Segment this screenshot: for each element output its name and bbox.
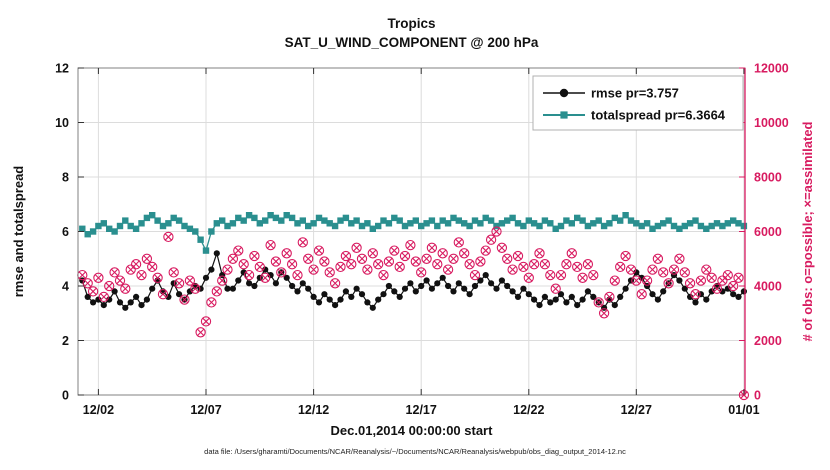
data-file-caption: data file: /Users/gharamti/Documents/NCA… (204, 447, 626, 456)
svg-text:01/01: 01/01 (728, 403, 759, 417)
svg-text:12/27: 12/27 (621, 403, 652, 417)
legend: rmse pr=3.757 totalspread pr=6.3664 (532, 75, 744, 131)
svg-text:10: 10 (55, 116, 69, 130)
y-tick-labels-right: 0 2000 4000 6000 8000 10000 12000 (754, 62, 789, 403)
y-tick-labels-left: 0 2 4 6 8 10 12 (55, 62, 69, 403)
x-tick-labels: 12/02 12/07 12/12 12/17 12/22 12/27 01/01 (83, 403, 760, 417)
title-line2: SAT_U_WIND_COMPONENT @ 200 hPa (284, 35, 539, 50)
legend-entry-totalspread: totalspread pr=6.3664 (543, 108, 726, 123)
title-line1: Tropics (387, 16, 436, 31)
tick-marks (78, 67, 745, 396)
x-axis-label: Dec.01,2014 00:00:00 start (331, 423, 494, 438)
svg-text:4: 4 (62, 280, 69, 294)
svg-text:2000: 2000 (754, 334, 782, 348)
legend-entry-rmse: rmse pr=3.757 (543, 86, 679, 101)
svg-text:0: 0 (754, 389, 761, 403)
svg-text:12: 12 (55, 62, 69, 76)
svg-text:2: 2 (62, 334, 69, 348)
svg-text:6: 6 (62, 225, 69, 239)
svg-text:12/17: 12/17 (406, 403, 437, 417)
tick-marks-right (739, 67, 745, 396)
y-axis-label-right: # of obs: o=possible; ×=assimilated (800, 121, 815, 341)
svg-text:10000: 10000 (754, 116, 789, 130)
svg-text:rmse pr=3.757: rmse pr=3.757 (591, 86, 679, 101)
svg-text:12/22: 12/22 (513, 403, 544, 417)
obs-markers (77, 226, 750, 401)
svg-text:12/02: 12/02 (83, 403, 114, 417)
svg-text:6000: 6000 (754, 225, 782, 239)
svg-text:12/07: 12/07 (190, 403, 221, 417)
svg-text:4000: 4000 (754, 280, 782, 294)
chart-title: Tropics SAT_U_WIND_COMPONENT @ 200 hPa (78, 14, 745, 52)
svg-text:8: 8 (62, 171, 69, 185)
svg-text:0: 0 (62, 389, 69, 403)
y-axis-label-left: rmse and totalspread (11, 166, 26, 298)
svg-text:12/12: 12/12 (298, 403, 329, 417)
svg-text:8000: 8000 (754, 171, 782, 185)
svg-text:totalspread pr=6.3664: totalspread pr=6.3664 (591, 108, 726, 123)
svg-text:12000: 12000 (754, 62, 789, 76)
totalspread-series (79, 212, 748, 254)
